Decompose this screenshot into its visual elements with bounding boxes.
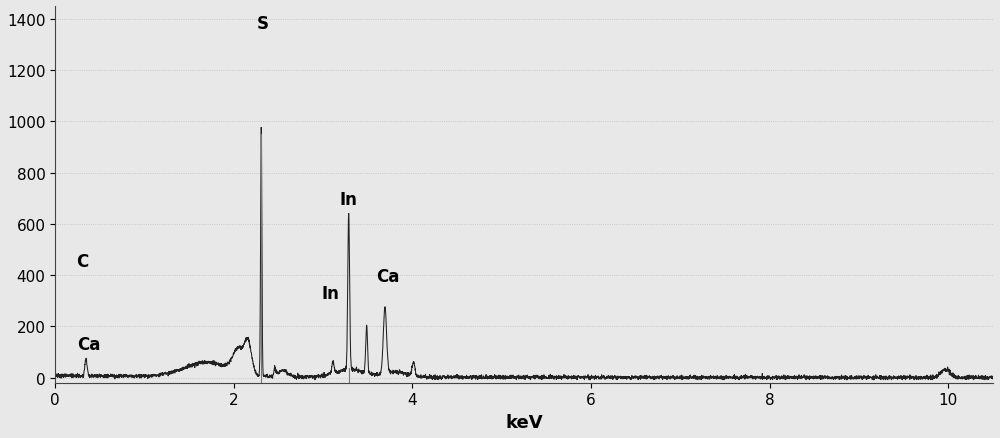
Text: In: In bbox=[321, 284, 339, 302]
Text: Ca: Ca bbox=[77, 336, 101, 353]
Text: S: S bbox=[256, 14, 268, 32]
Text: In: In bbox=[339, 191, 357, 209]
Text: Ca: Ca bbox=[376, 268, 399, 286]
Text: C: C bbox=[76, 252, 88, 270]
X-axis label: keV: keV bbox=[505, 413, 543, 431]
